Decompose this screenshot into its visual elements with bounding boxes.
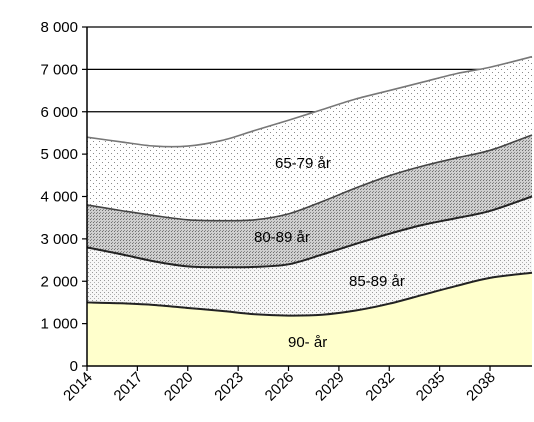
series-top-line-2 (86, 134, 533, 222)
x-tick-label-1: 2017 (111, 369, 147, 405)
y-tick-label-2: 2 000 (40, 273, 78, 290)
x-tick-label-6: 2032 (362, 369, 398, 405)
y-tick-label-0: 0 (70, 358, 78, 375)
x-tick-label-7: 2035 (413, 369, 449, 405)
x-tick-label-3: 2023 (211, 369, 247, 405)
area-series-3 (87, 56, 532, 221)
x-tick-label-0: 2014 (60, 369, 96, 405)
x-tick-labels: 2014 2017 2020 2023 2026 2029 2032 2035 2038 (60, 366, 499, 404)
y-tick-label-8: 8 000 (40, 19, 78, 36)
y-tick-label-1: 1 000 (40, 316, 78, 333)
boundary-lines-layer (86, 55, 533, 317)
series-top-line-1 (86, 195, 533, 269)
area-series-layer (87, 56, 532, 366)
y-tick-label-5: 5 000 (40, 146, 78, 163)
x-tick-label-4: 2026 (262, 369, 298, 405)
area-label-90: 90- år (288, 334, 327, 351)
x-tick-label-8: 2038 (463, 369, 499, 405)
area-label-85-89: 85-89 år (349, 273, 405, 290)
y-tick-label-3: 3 000 (40, 231, 78, 248)
area-label-80-89: 80-89 år (254, 229, 310, 246)
series-top-line-0 (86, 271, 533, 317)
area-series-2 (87, 135, 532, 268)
x-tick-label-5: 2029 (312, 369, 348, 405)
area-label-65-79: 65-79 år (275, 155, 331, 172)
y-tick-label-7: 7 000 (40, 61, 78, 78)
y-tick-label-4: 4 000 (40, 189, 78, 206)
y-tick-labels: 0 1 000 2 000 3 000 4 000 5 000 6 000 7 000 8 00… (40, 19, 87, 375)
y-tick-label-6: 6 000 (40, 104, 78, 121)
series-top-line-3 (86, 55, 533, 148)
x-tick-label-2: 2020 (161, 369, 197, 405)
